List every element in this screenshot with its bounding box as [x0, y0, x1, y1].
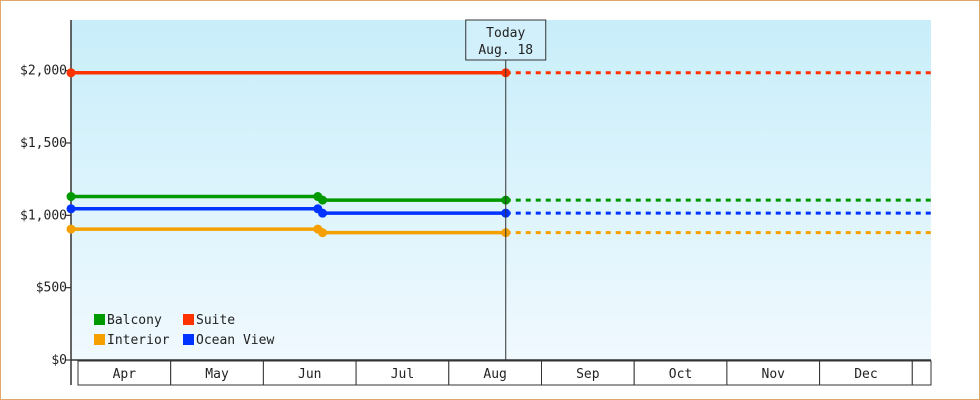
month-label: Dec: [854, 367, 877, 382]
month-label: Jun: [298, 367, 321, 382]
month-cell: [262, 360, 357, 386]
month-cell: [633, 360, 728, 386]
y-tick-label: $1,000: [20, 208, 67, 223]
legend-label-balcony: Balcony: [107, 313, 162, 328]
series-layer: [66, 68, 931, 238]
y-tick-label: $500: [36, 281, 67, 296]
today-marker: Today Aug. 18: [465, 19, 547, 360]
legend-swatch-ocean-view: [183, 334, 194, 345]
legend-label-interior: Interior: [107, 333, 170, 348]
series-point-balcony[interactable]: [66, 192, 76, 202]
y-tick-label: $0: [51, 353, 67, 368]
month-cell: [355, 360, 450, 386]
month-label: Nov: [762, 367, 786, 382]
month-cell: [726, 360, 821, 386]
month-cell: [77, 360, 172, 386]
month-axis: Apr May Jun Jul Aug Sep Oct Nov Dec: [77, 360, 932, 386]
month-label: Oct: [669, 367, 692, 382]
legend: Balcony Suite Interior Ocean View: [94, 313, 274, 348]
today-date: Aug. 18: [478, 43, 533, 58]
month-label: Apr: [113, 367, 137, 382]
month-label: Jul: [391, 367, 414, 382]
month-cell-partial: [911, 360, 932, 386]
month-cell: [448, 360, 542, 386]
legend-swatch-balcony: [94, 314, 105, 325]
series-point-ocean-view[interactable]: [66, 204, 76, 214]
legend-label-suite: Suite: [196, 313, 235, 328]
series-ocean-view: [66, 204, 931, 218]
month-label: May: [205, 367, 229, 382]
series-point-suite[interactable]: [66, 68, 76, 78]
today-label: Today: [486, 26, 525, 41]
month-cell: [170, 360, 264, 386]
month-label: Aug: [483, 367, 506, 382]
legend-swatch-suite: [183, 314, 194, 325]
series-point-balcony[interactable]: [318, 195, 328, 205]
series-point-ocean-view[interactable]: [318, 208, 328, 218]
legend-label-ocean-view: Ocean View: [196, 333, 274, 348]
series-interior: [66, 224, 931, 238]
month-label: Sep: [576, 367, 600, 382]
series-point-interior[interactable]: [318, 228, 328, 238]
y-tick-label: $1,500: [20, 136, 67, 151]
legend-swatch-interior: [94, 334, 105, 345]
month-cell: [819, 360, 913, 386]
y-tick-label: $2,000: [20, 64, 67, 79]
series-point-interior[interactable]: [66, 224, 76, 234]
today-box: [465, 19, 547, 61]
series-balcony: [66, 192, 931, 205]
axes: $0 $500 $1,000 $1,500 $2,000: [20, 20, 931, 385]
plot-background: [71, 20, 931, 360]
